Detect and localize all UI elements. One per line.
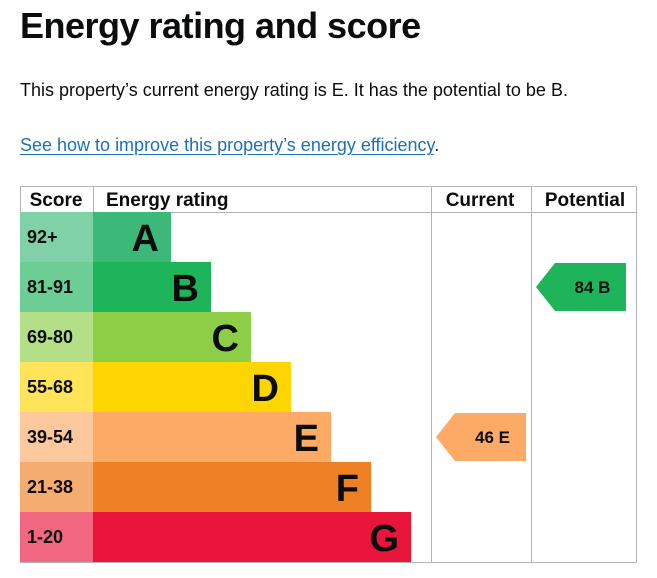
page-title: Energy rating and score <box>20 5 421 46</box>
rating-band-f: 21-38 F <box>20 462 371 512</box>
improve-efficiency-link[interactable]: See how to improve this property’s energ… <box>20 135 435 155</box>
rating-band-c: 69-80 C <box>20 312 251 362</box>
score-cell <box>20 212 93 262</box>
band-letter-label: G <box>369 518 399 560</box>
score-cell <box>20 312 93 362</box>
header-current: Current <box>446 190 515 211</box>
link-suffix: . <box>434 135 440 155</box>
band-letter-label: C <box>212 318 239 360</box>
score-range-label: 81-91 <box>27 277 73 297</box>
score-cell <box>20 362 93 412</box>
band-bar <box>93 262 211 312</box>
score-range-label: 69-80 <box>27 327 73 347</box>
score-range-label: 1-20 <box>27 527 63 547</box>
rating-arrow <box>536 263 626 311</box>
band-bar <box>93 512 411 562</box>
rating-band-b: 81-91 B <box>20 262 211 312</box>
band-bar <box>93 212 171 262</box>
band-letter-label: A <box>132 218 159 260</box>
score-cell <box>20 462 93 512</box>
rating-band-e: 39-54 E <box>20 412 331 462</box>
score-range-label: 92+ <box>27 227 58 247</box>
potential-rating-arrow: 84 B <box>536 263 626 311</box>
band-letter-label: B <box>172 268 199 310</box>
band-bar <box>93 412 331 462</box>
score-cell <box>20 412 93 462</box>
chart-headers: Score Energy rating Current Potential <box>30 190 626 211</box>
band-letter-label: F <box>336 468 359 510</box>
band-bar <box>93 312 251 362</box>
score-cell <box>20 262 93 312</box>
rating-summary: This property’s current energy rating is… <box>20 80 568 100</box>
score-range-label: 55-68 <box>27 377 73 397</box>
score-range-label: 21-38 <box>27 477 73 497</box>
score-cell <box>20 512 93 562</box>
rating-arrow <box>436 413 526 461</box>
header-potential: Potential <box>545 190 625 211</box>
band-letter-label: D <box>252 368 279 410</box>
rating-band-g: 1-20 G <box>20 512 411 562</box>
header-energy-rating: Energy rating <box>106 190 228 211</box>
band-bar <box>93 462 371 512</box>
band-letter-label: E <box>294 418 319 460</box>
rating-arrows: 46 E 84 B <box>436 263 626 461</box>
band-bar <box>93 362 291 412</box>
rating-band-d: 55-68 D <box>20 362 291 412</box>
header-score: Score <box>30 190 83 211</box>
rating-bands: 92+ A 81-91 B 69-80 C 55-68 D 39-54 E 21-38 F 1-20 G <box>20 212 411 562</box>
current-rating-arrow: 46 E <box>436 413 526 461</box>
rating-arrow-label: 84 B <box>575 278 611 297</box>
energy-rating-chart: Score Energy rating Current Potential 92… <box>20 186 637 563</box>
rating-band-a: 92+ A <box>20 212 171 262</box>
rating-arrow-label: 46 E <box>475 428 510 447</box>
score-range-label: 39-54 <box>27 427 73 447</box>
improve-link-line: See how to improve this property’s energ… <box>20 133 439 157</box>
